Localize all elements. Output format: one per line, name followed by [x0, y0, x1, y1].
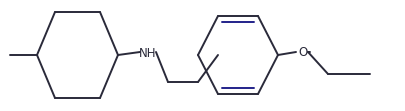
Text: O: O — [298, 46, 308, 58]
Text: NH: NH — [139, 47, 157, 59]
